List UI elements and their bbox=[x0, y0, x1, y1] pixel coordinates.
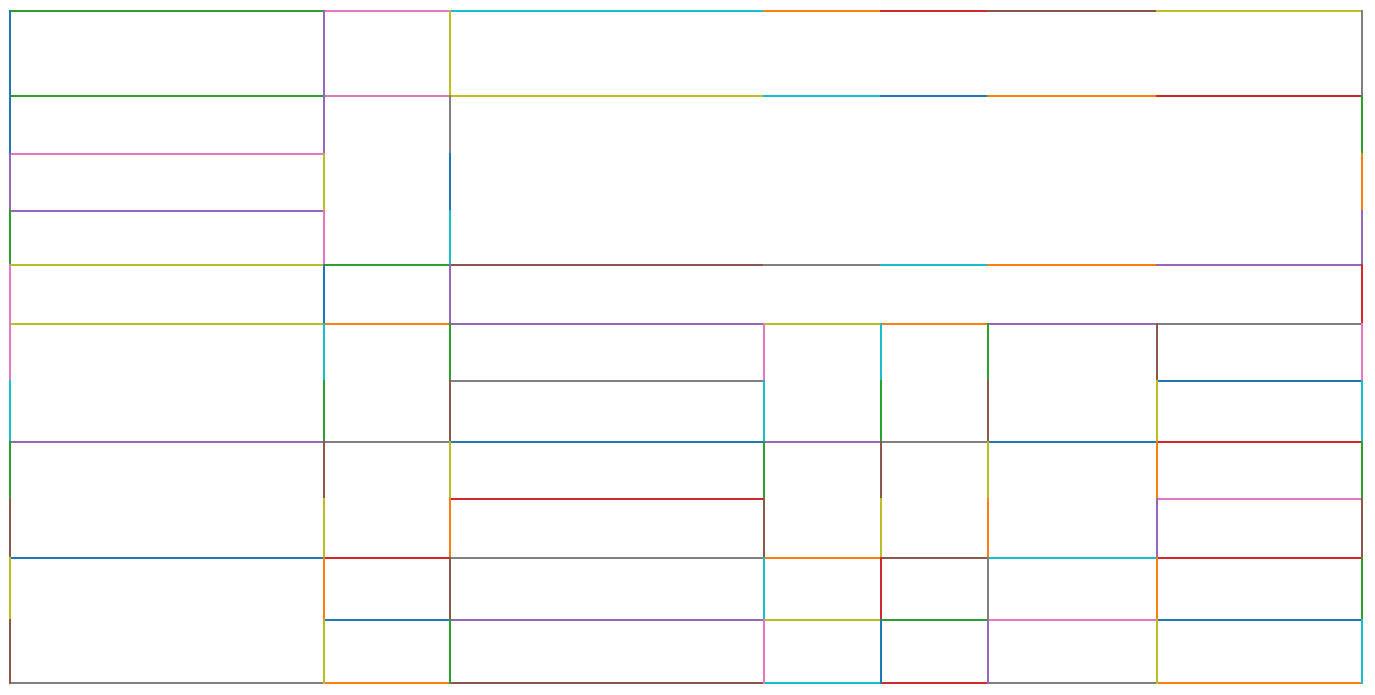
rectangle-grid-diagram bbox=[9, 10, 1363, 684]
